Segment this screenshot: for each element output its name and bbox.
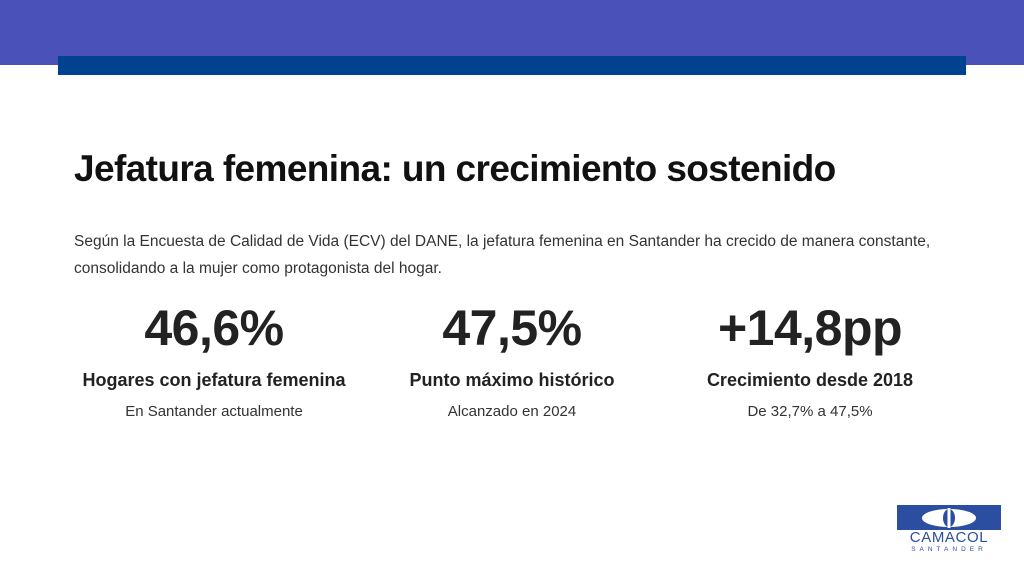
accent-bar — [58, 56, 966, 75]
intro-text: Según la Encuesta de Calidad de Vida (EC… — [74, 233, 931, 277]
stat-label: Hogares con jefatura femenina — [82, 370, 346, 390]
camacol-logo: CAMACOL SANTANDER — [896, 505, 1002, 554]
stat-growth: +14,8pp Crecimiento desde 2018 De 32,7% … — [660, 298, 960, 420]
stat-value: 46,6% — [144, 300, 284, 356]
logo-emblem-icon — [897, 505, 1001, 530]
stat-sub: De 32,7% a 47,5% — [747, 403, 873, 420]
stat-sub: En Santander actualmente — [125, 403, 303, 420]
stat-label: Crecimiento desde 2018 — [706, 370, 914, 390]
page-title: Jefatura femenina: un crecimiento sosten… — [74, 148, 836, 189]
top-band — [0, 0, 1024, 65]
stat-value: 47,5% — [442, 300, 582, 356]
stat-label: Punto máximo histórico — [409, 370, 615, 390]
stat-current: 46,6% Hogares con jefatura femenina En S… — [64, 298, 364, 420]
stat-value: +14,8pp — [717, 300, 903, 356]
stat-sub: Alcanzado en 2024 — [447, 403, 577, 420]
logo-city: SANTANDER — [911, 546, 987, 553]
logo-name: CAMACOL — [909, 529, 989, 546]
stat-max: 47,5% Punto máximo histórico Alcanzado e… — [362, 298, 662, 420]
